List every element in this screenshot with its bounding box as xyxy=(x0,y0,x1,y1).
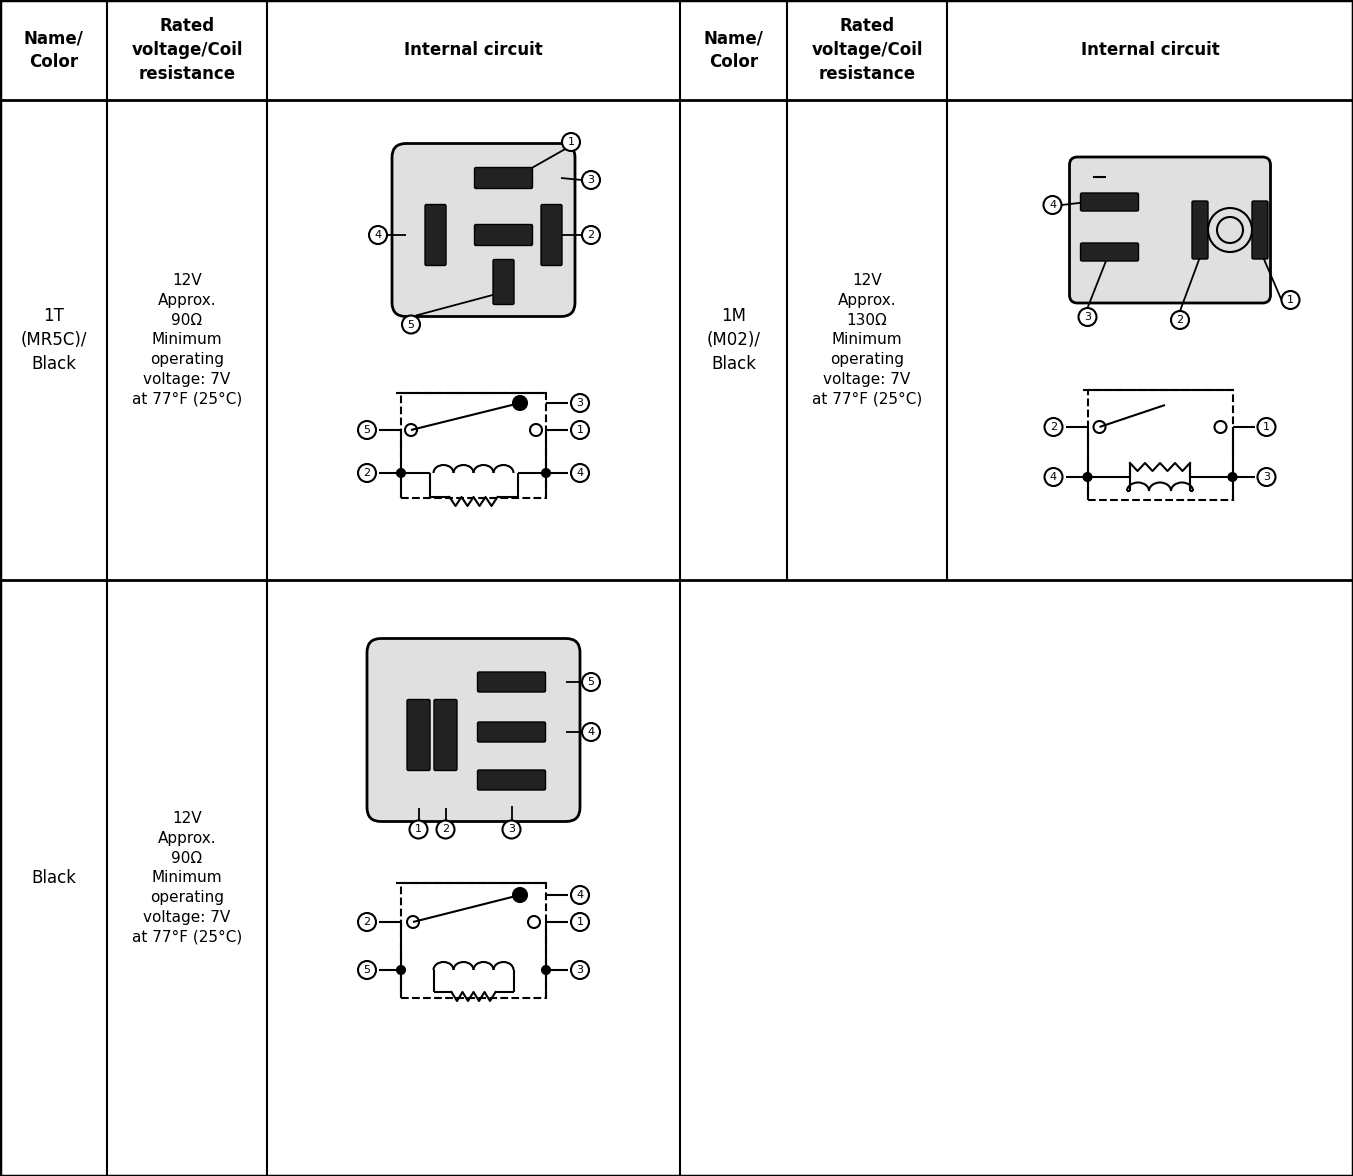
Circle shape xyxy=(396,469,405,477)
Circle shape xyxy=(571,886,589,904)
Circle shape xyxy=(402,315,419,334)
FancyBboxPatch shape xyxy=(1081,243,1138,261)
Circle shape xyxy=(1257,468,1276,486)
Text: 12V
Approx.
90Ω
Minimum
operating
voltage: 7V
at 77°F (25°C): 12V Approx. 90Ω Minimum operating voltag… xyxy=(131,273,242,407)
Text: 3: 3 xyxy=(587,175,594,185)
Text: 2: 2 xyxy=(587,230,594,240)
Circle shape xyxy=(571,961,589,978)
Text: 4: 4 xyxy=(1049,200,1057,211)
Circle shape xyxy=(502,821,521,838)
Text: Name/
Color: Name/ Color xyxy=(23,29,84,71)
Text: 4: 4 xyxy=(375,230,382,240)
Circle shape xyxy=(359,913,376,931)
Circle shape xyxy=(1045,468,1062,486)
Text: 12V
Approx.
90Ω
Minimum
operating
voltage: 7V
at 77°F (25°C): 12V Approx. 90Ω Minimum operating voltag… xyxy=(131,811,242,944)
Text: Name/
Color: Name/ Color xyxy=(704,29,763,71)
Text: 2: 2 xyxy=(442,824,449,835)
Text: 2: 2 xyxy=(364,468,371,477)
Circle shape xyxy=(571,913,589,931)
FancyBboxPatch shape xyxy=(541,205,561,266)
Text: 4: 4 xyxy=(587,727,594,737)
Text: 2: 2 xyxy=(1050,422,1057,432)
FancyBboxPatch shape xyxy=(425,205,446,266)
Text: 1T
(MR5C)/
Black: 1T (MR5C)/ Black xyxy=(20,307,87,373)
Circle shape xyxy=(369,226,387,243)
FancyBboxPatch shape xyxy=(1192,201,1208,259)
Text: 12V
Approx.
130Ω
Minimum
operating
voltage: 7V
at 77°F (25°C): 12V Approx. 130Ω Minimum operating volta… xyxy=(812,273,923,407)
Circle shape xyxy=(1257,417,1276,436)
Circle shape xyxy=(359,421,376,439)
Text: 1: 1 xyxy=(576,917,583,927)
Text: Internal circuit: Internal circuit xyxy=(1081,41,1219,59)
Text: 5: 5 xyxy=(407,320,414,329)
Circle shape xyxy=(359,465,376,482)
FancyBboxPatch shape xyxy=(434,700,457,770)
FancyBboxPatch shape xyxy=(478,770,545,790)
Text: 4: 4 xyxy=(576,890,583,900)
FancyBboxPatch shape xyxy=(367,639,580,822)
FancyBboxPatch shape xyxy=(478,671,545,691)
Text: 5: 5 xyxy=(587,677,594,687)
Circle shape xyxy=(571,465,589,482)
Text: 3: 3 xyxy=(576,965,583,975)
Bar xyxy=(400,882,547,997)
Circle shape xyxy=(359,961,376,978)
Text: 1M
(M02)/
Black: 1M (M02)/ Black xyxy=(706,307,760,373)
Circle shape xyxy=(571,421,589,439)
FancyBboxPatch shape xyxy=(1252,201,1268,259)
Text: 1: 1 xyxy=(576,425,583,435)
Circle shape xyxy=(582,226,599,243)
Text: 2: 2 xyxy=(1177,315,1184,325)
Circle shape xyxy=(582,673,599,691)
Text: 4: 4 xyxy=(576,468,583,477)
Circle shape xyxy=(513,396,528,410)
Circle shape xyxy=(1170,310,1189,329)
Circle shape xyxy=(1084,473,1092,481)
Circle shape xyxy=(582,171,599,189)
FancyBboxPatch shape xyxy=(478,722,545,742)
Circle shape xyxy=(543,965,551,974)
Circle shape xyxy=(1043,196,1062,214)
Text: 1: 1 xyxy=(567,136,575,147)
Bar xyxy=(400,393,547,497)
Text: 3: 3 xyxy=(576,397,583,408)
Bar xyxy=(1088,390,1233,500)
Text: 5: 5 xyxy=(364,425,371,435)
Circle shape xyxy=(561,133,580,151)
Text: 1: 1 xyxy=(415,824,422,835)
Text: 2: 2 xyxy=(364,917,371,927)
Circle shape xyxy=(1078,308,1096,326)
Text: Black: Black xyxy=(31,869,76,887)
Text: 3: 3 xyxy=(507,824,515,835)
Text: Rated
voltage/Coil
resistance: Rated voltage/Coil resistance xyxy=(131,18,242,82)
FancyBboxPatch shape xyxy=(407,700,430,770)
Text: 1: 1 xyxy=(1262,422,1270,432)
Circle shape xyxy=(513,888,528,902)
FancyBboxPatch shape xyxy=(492,260,514,305)
FancyBboxPatch shape xyxy=(475,167,533,188)
Circle shape xyxy=(582,723,599,741)
Text: 5: 5 xyxy=(364,965,371,975)
Circle shape xyxy=(410,821,428,838)
Circle shape xyxy=(1229,473,1237,481)
Circle shape xyxy=(1045,417,1062,436)
Circle shape xyxy=(1281,290,1299,309)
Text: 4: 4 xyxy=(1050,472,1057,482)
Text: Rated
voltage/Coil
resistance: Rated voltage/Coil resistance xyxy=(812,18,923,82)
Circle shape xyxy=(396,965,405,974)
Circle shape xyxy=(437,821,455,838)
Text: 3: 3 xyxy=(1084,312,1091,322)
Text: Internal circuit: Internal circuit xyxy=(405,41,543,59)
Circle shape xyxy=(543,469,551,477)
FancyBboxPatch shape xyxy=(1081,193,1138,211)
Circle shape xyxy=(571,394,589,412)
Text: 1: 1 xyxy=(1287,295,1293,305)
FancyBboxPatch shape xyxy=(1069,158,1270,303)
FancyBboxPatch shape xyxy=(475,225,533,246)
Text: 3: 3 xyxy=(1262,472,1270,482)
FancyBboxPatch shape xyxy=(392,143,575,316)
